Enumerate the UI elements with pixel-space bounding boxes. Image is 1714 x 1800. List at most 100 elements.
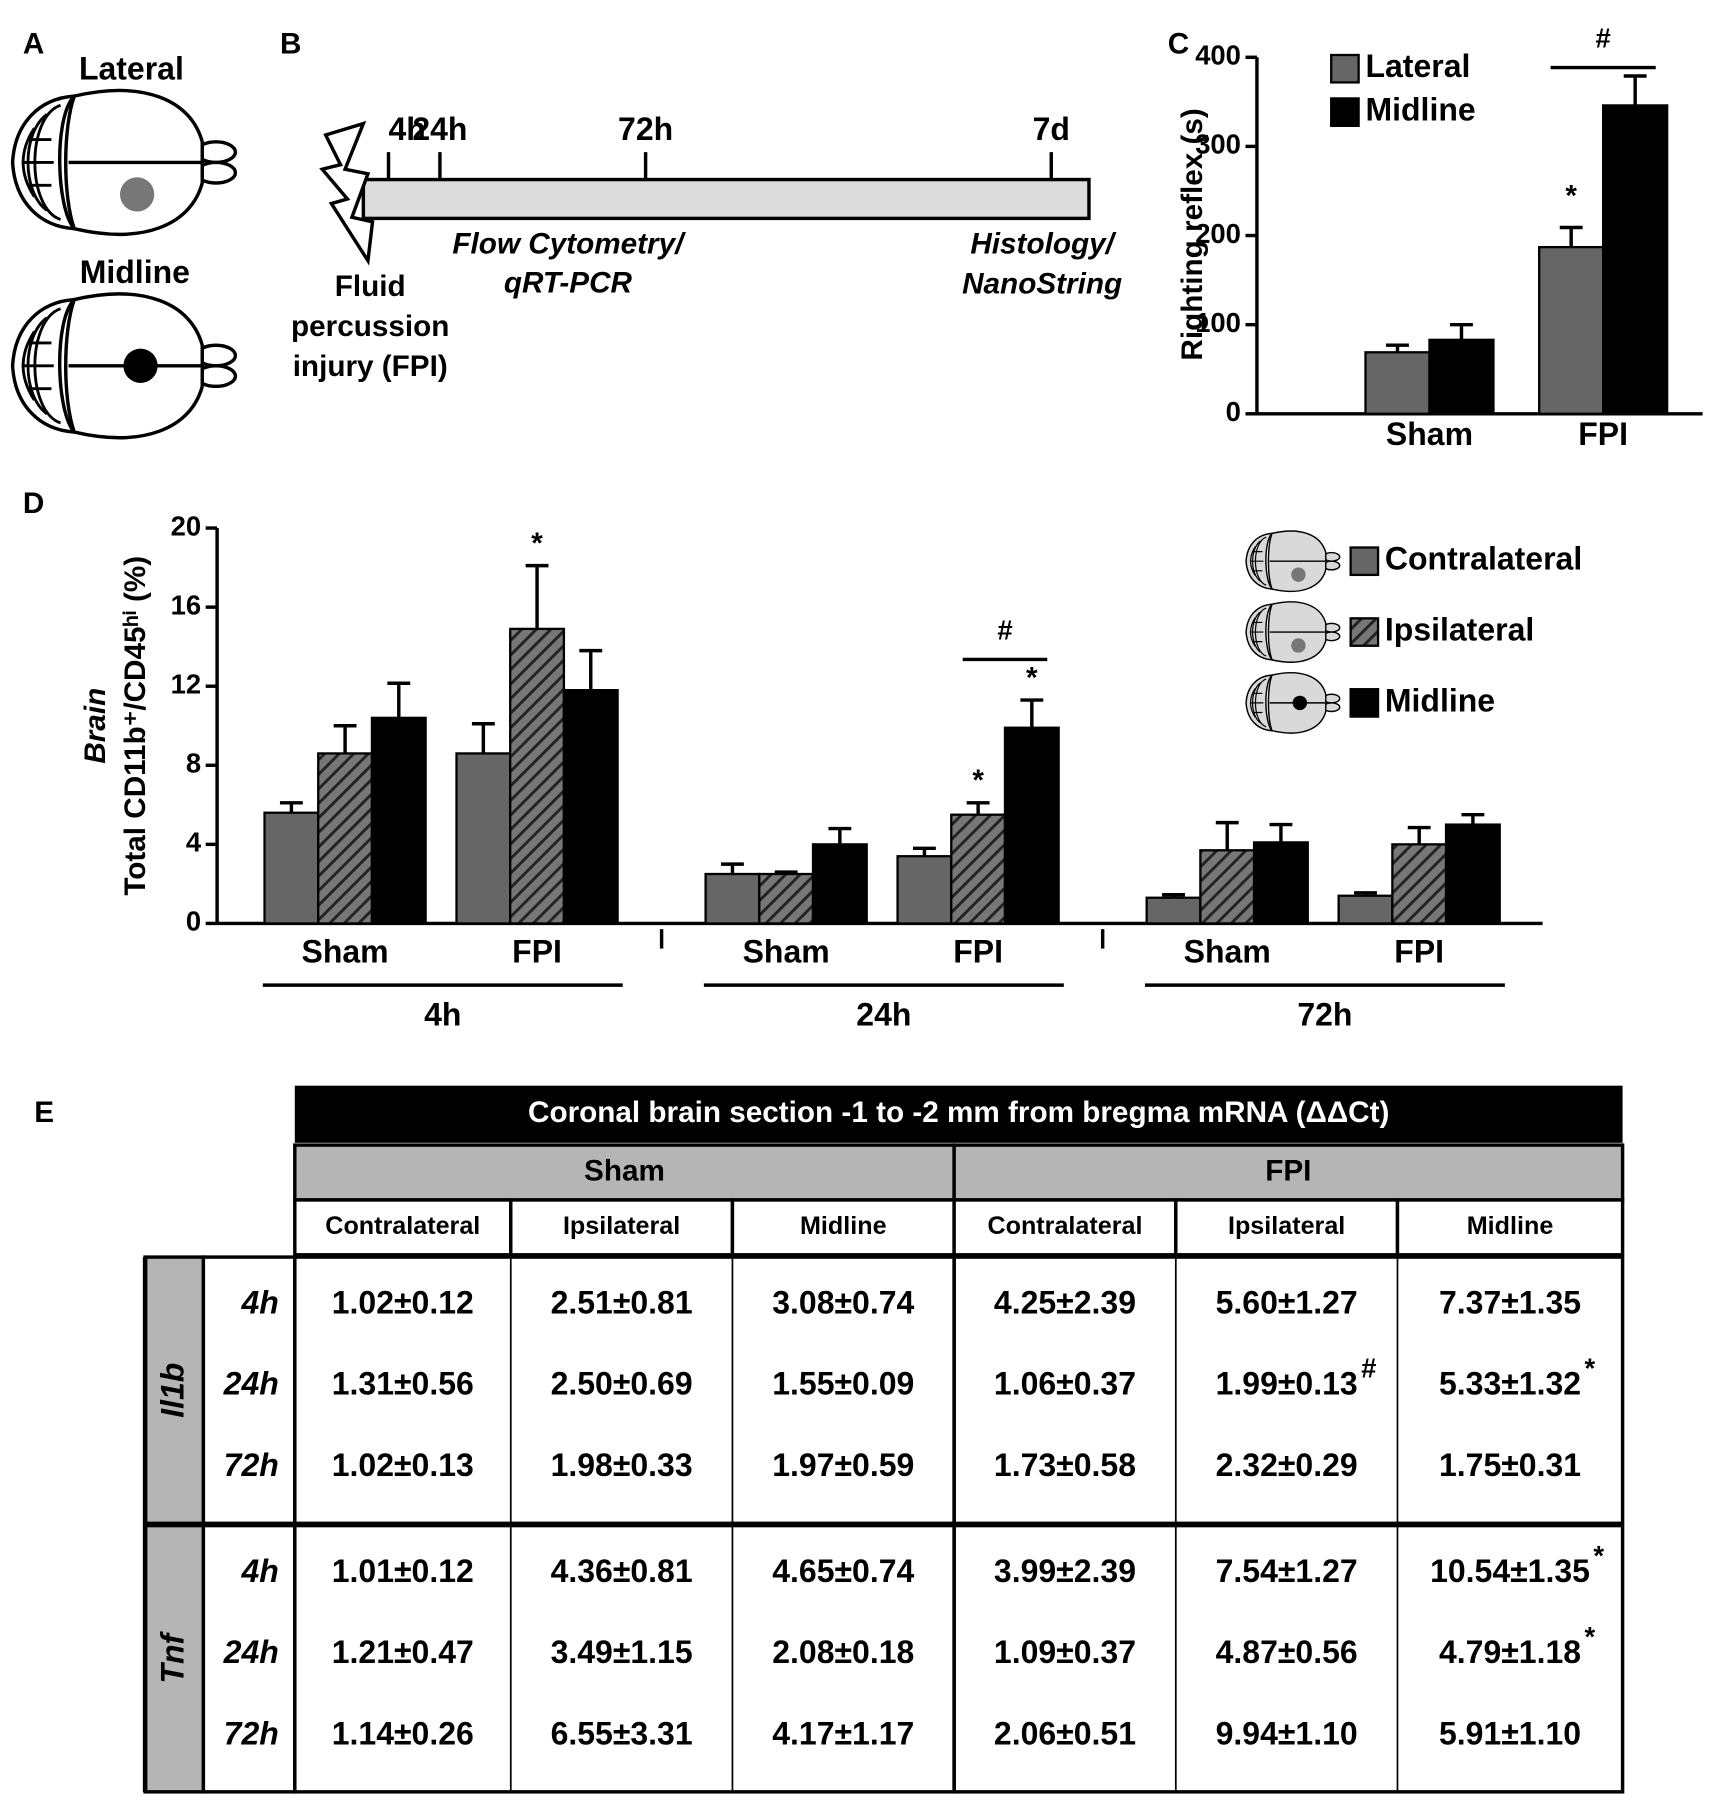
error-bar: [525, 563, 549, 629]
bar: [1252, 841, 1309, 925]
injury-site: [1292, 695, 1308, 711]
panel-label: D: [23, 487, 44, 520]
bar: [1337, 894, 1394, 925]
table-value: 1.75±0.31: [1439, 1447, 1581, 1483]
gene-label: Tnf: [154, 1631, 190, 1684]
bar: [896, 855, 953, 925]
error-bar: [333, 724, 357, 754]
significance-mark: *: [1565, 180, 1577, 213]
table-value: 1.73±0.58: [994, 1447, 1136, 1483]
table-value: 1.98±0.33: [551, 1447, 693, 1483]
y-tick-label: 200: [1195, 218, 1241, 249]
table-value: 2.50±0.69: [551, 1366, 693, 1402]
bar: [704, 872, 761, 925]
x-tick-label: Sham: [743, 934, 830, 970]
significance-mark: *: [1026, 661, 1038, 694]
table-value: 2.32±0.29: [1216, 1447, 1358, 1483]
cerebellum-fold: [21, 138, 54, 187]
lightning-bolt: [319, 120, 375, 266]
injury-label: Fluid: [335, 270, 406, 303]
table-value: 1.31±0.56: [332, 1366, 474, 1402]
time-label: 24h: [223, 1366, 279, 1402]
gene-cell: [143, 1255, 206, 1526]
column-header: Midline: [1467, 1212, 1554, 1240]
brain-icon: [10, 292, 238, 440]
time-cell: [201, 1255, 297, 1526]
error-bar: [471, 722, 495, 754]
table-value: 3.08±0.74: [772, 1285, 914, 1321]
column-header: Ipsilateral: [1228, 1212, 1345, 1240]
significance-mark: *: [972, 764, 984, 797]
error-bar: [1215, 820, 1239, 851]
y-tick-label: 100: [1195, 307, 1241, 338]
brain-label: Midline: [80, 254, 190, 290]
timeline-bar: [361, 177, 1091, 221]
significance-mark: #: [1596, 22, 1611, 53]
bar: [1444, 823, 1501, 925]
injury-site: [1291, 567, 1306, 582]
table-title: Coronal brain section -1 to -2 mm from b…: [528, 1096, 1389, 1129]
x-tick-label: FPI: [953, 934, 1003, 970]
gene-label: Il1b: [154, 1363, 190, 1418]
significance-mark: *: [1593, 1540, 1604, 1571]
error-bar: [828, 826, 852, 845]
significance-mark: #: [997, 614, 1012, 645]
time-label: 4h: [240, 1285, 278, 1321]
injury-label: percussion: [291, 310, 449, 343]
table-value: 4.25±2.39: [994, 1285, 1136, 1321]
table-value: 1.06±0.37: [994, 1366, 1136, 1402]
y-axis-label: Righting reflex (s): [1176, 108, 1209, 360]
timepoint-label: 4h: [389, 111, 426, 147]
group-header-bg: [952, 1143, 1625, 1202]
x-tick-label: FPI: [512, 934, 562, 970]
column-header-bg: [509, 1198, 735, 1257]
error-bar: [966, 801, 990, 815]
error-bar: [387, 681, 411, 718]
table-value: 7.54±1.27: [1216, 1553, 1358, 1589]
table-value: 1.55±0.09: [772, 1366, 914, 1402]
brain-icon: [1245, 672, 1341, 734]
bar: [1145, 896, 1202, 925]
brain-label: Lateral: [79, 50, 184, 86]
legend-swatch: [1349, 617, 1380, 647]
bar: [1003, 726, 1060, 925]
gene-cell: [143, 1523, 206, 1794]
time-label: 4h: [240, 1553, 278, 1589]
column-header: Contralateral: [325, 1212, 480, 1240]
group-label: 72h: [1297, 997, 1352, 1033]
bar: [1428, 338, 1495, 415]
table-value: 2.06±0.51: [994, 1715, 1136, 1751]
error-bar: [1623, 74, 1647, 106]
significance-mark: #: [1361, 1352, 1376, 1383]
bar: [562, 689, 619, 925]
x-tick-label: Sham: [302, 934, 389, 970]
timepoint-label: 72h: [618, 111, 673, 147]
group-header-bg: [293, 1143, 956, 1202]
table-value: 1.02±0.13: [332, 1447, 474, 1483]
error-bar: [1407, 825, 1431, 845]
x-tick-label: FPI: [1578, 416, 1628, 452]
cerebellum-fold: [1249, 551, 1264, 572]
error-bar: [1559, 225, 1583, 248]
error-bar: [579, 648, 603, 691]
error-bar: [774, 870, 798, 875]
significance-mark: *: [1584, 1352, 1595, 1383]
table-value: 5.33±1.32: [1439, 1366, 1581, 1402]
time-label: 24h: [223, 1634, 279, 1670]
column-header-bg: [730, 1198, 956, 1257]
table-value: 1.21±0.47: [332, 1634, 474, 1670]
legend-label: Lateral: [1365, 48, 1470, 84]
injury-site: [119, 177, 155, 212]
column-header-bg: [1395, 1198, 1625, 1257]
bar: [758, 872, 815, 925]
bar: [950, 813, 1007, 925]
panel-label: C: [1168, 28, 1189, 61]
table-value: 2.08±0.18: [772, 1634, 914, 1670]
table-value: 4.36±0.81: [551, 1553, 693, 1589]
group-label: 4h: [424, 997, 461, 1033]
time-label: 72h: [224, 1715, 279, 1751]
table-value: 2.51±0.81: [551, 1285, 693, 1321]
error-bar: [721, 862, 744, 875]
error-bar: [1461, 812, 1485, 825]
x-tick-label: Sham: [1184, 934, 1271, 970]
